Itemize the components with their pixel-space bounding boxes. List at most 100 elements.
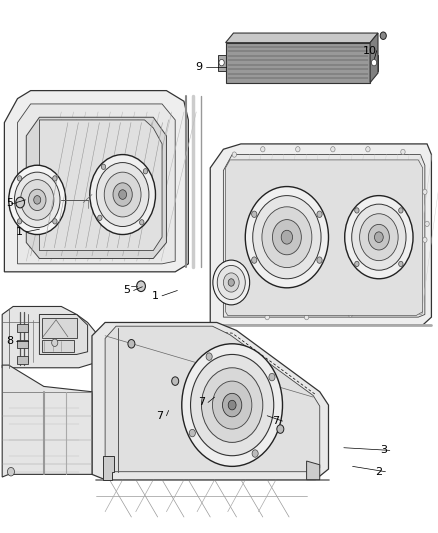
Text: 5: 5 [6, 198, 13, 207]
Circle shape [423, 189, 427, 195]
Polygon shape [39, 120, 162, 251]
Polygon shape [370, 33, 378, 83]
Polygon shape [210, 144, 431, 325]
Circle shape [261, 147, 265, 152]
Circle shape [237, 253, 241, 259]
Bar [42, 318, 77, 338]
Polygon shape [2, 306, 96, 368]
Circle shape [313, 256, 318, 261]
Circle shape [228, 279, 234, 286]
Circle shape [331, 147, 335, 152]
Circle shape [348, 312, 353, 317]
Circle shape [206, 353, 212, 360]
Circle shape [113, 183, 132, 206]
Bar [42, 340, 74, 352]
Polygon shape [370, 55, 378, 71]
Polygon shape [226, 160, 423, 316]
Circle shape [272, 220, 301, 255]
Bar [17, 340, 28, 348]
Circle shape [21, 180, 54, 220]
Circle shape [401, 290, 405, 296]
Circle shape [104, 172, 141, 217]
Circle shape [253, 196, 321, 279]
Polygon shape [2, 365, 92, 477]
Circle shape [366, 288, 370, 293]
Polygon shape [307, 461, 320, 480]
Circle shape [98, 215, 102, 221]
Circle shape [296, 147, 300, 152]
Circle shape [232, 152, 237, 157]
Circle shape [212, 381, 252, 429]
Circle shape [245, 187, 328, 288]
Circle shape [189, 430, 195, 437]
Circle shape [52, 339, 58, 346]
Circle shape [18, 176, 22, 181]
Bar [17, 324, 28, 332]
Circle shape [360, 214, 398, 261]
Circle shape [219, 59, 224, 66]
Circle shape [345, 196, 413, 279]
Polygon shape [39, 314, 88, 354]
Circle shape [18, 219, 22, 224]
Circle shape [331, 216, 335, 221]
Circle shape [352, 204, 406, 270]
Circle shape [228, 400, 236, 410]
Circle shape [223, 273, 239, 292]
Text: 7: 7 [272, 416, 279, 426]
Polygon shape [218, 55, 226, 71]
Circle shape [296, 290, 300, 296]
Circle shape [401, 251, 405, 256]
Circle shape [217, 265, 245, 300]
Circle shape [401, 213, 405, 219]
Circle shape [213, 260, 250, 305]
Circle shape [368, 224, 389, 250]
Circle shape [399, 208, 403, 213]
Circle shape [252, 211, 257, 217]
Circle shape [366, 147, 370, 152]
Circle shape [90, 155, 155, 235]
Circle shape [53, 219, 57, 224]
Circle shape [277, 425, 284, 433]
Circle shape [261, 290, 265, 296]
Circle shape [16, 197, 25, 208]
Polygon shape [92, 322, 328, 480]
Circle shape [265, 314, 269, 320]
Circle shape [296, 216, 300, 221]
Circle shape [374, 232, 383, 243]
Text: 1: 1 [16, 227, 23, 237]
Polygon shape [226, 43, 370, 83]
Circle shape [399, 261, 403, 266]
Polygon shape [226, 33, 378, 43]
Circle shape [261, 213, 265, 219]
Text: 2: 2 [375, 467, 382, 477]
Circle shape [191, 354, 274, 456]
Circle shape [101, 164, 106, 169]
Circle shape [317, 257, 322, 263]
Circle shape [371, 59, 377, 66]
Polygon shape [105, 326, 320, 472]
Circle shape [401, 149, 405, 155]
Circle shape [357, 253, 361, 259]
Text: 9: 9 [196, 62, 203, 71]
Polygon shape [223, 155, 425, 317]
Circle shape [96, 163, 149, 227]
Circle shape [237, 288, 241, 293]
Circle shape [317, 211, 322, 217]
Circle shape [392, 309, 396, 314]
Circle shape [143, 168, 148, 174]
Circle shape [119, 190, 127, 199]
Text: 7: 7 [198, 398, 205, 407]
Circle shape [269, 373, 275, 381]
Circle shape [331, 288, 335, 293]
Circle shape [223, 393, 242, 417]
Polygon shape [103, 456, 114, 480]
Text: 7: 7 [156, 411, 163, 421]
Circle shape [380, 32, 386, 39]
Circle shape [9, 165, 66, 235]
Circle shape [53, 176, 57, 181]
Circle shape [140, 220, 144, 225]
Circle shape [355, 261, 359, 266]
Circle shape [7, 467, 14, 476]
Circle shape [237, 211, 241, 216]
Circle shape [252, 450, 258, 457]
